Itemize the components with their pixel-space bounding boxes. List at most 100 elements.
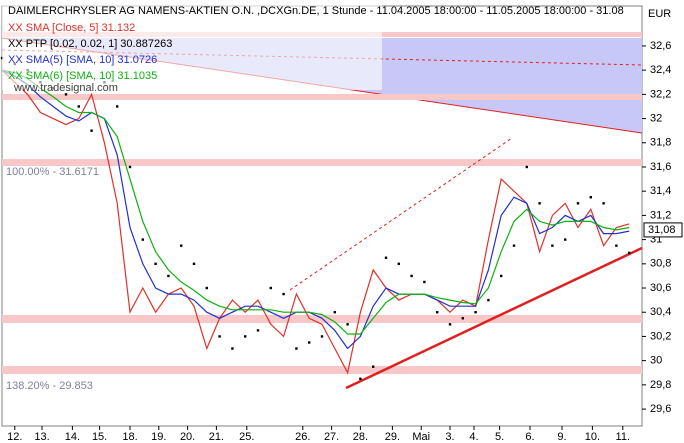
- y-tick-label: 30,8: [650, 258, 671, 270]
- y-tick-label: 29,6: [650, 403, 671, 415]
- sar-dot: [90, 129, 93, 132]
- sar-dot: [397, 262, 400, 266]
- sar-dot: [602, 202, 605, 205]
- x-tick-label: 3.: [445, 431, 454, 443]
- sar-dot: [538, 202, 541, 205]
- x-tick-label: 21.: [209, 431, 224, 443]
- sar-dot: [372, 365, 375, 368]
- series-line: [1, 69, 630, 375]
- x-tick-label: 4.: [469, 431, 478, 443]
- x-tick-label: 10.: [585, 431, 600, 443]
- x-tick-label: 26.: [295, 431, 310, 443]
- sar-dot: [141, 238, 144, 241]
- y-tick-label: 31,2: [650, 209, 671, 221]
- y-tick-label: 30,6: [650, 282, 671, 294]
- x-tick-label: 25.: [239, 431, 254, 443]
- sar-dot: [180, 244, 183, 247]
- chart-title: DAIMLERCHRYSLER AG NAMENS-AKTIEN O.N. ,D…: [8, 5, 624, 17]
- x-tick-label: 12.: [7, 431, 22, 443]
- y-tick-label: 32,6: [650, 40, 671, 52]
- y-tick-label: 30,4: [650, 306, 671, 318]
- x-tick-label: 29.: [385, 431, 400, 443]
- y-tick-label: 31,4: [650, 185, 671, 197]
- sar-dot: [256, 329, 260, 332]
- sar-dot: [192, 262, 196, 266]
- sar-dot: [308, 341, 311, 344]
- x-tick-label: 14.: [65, 431, 80, 443]
- support-line: [345, 246, 643, 390]
- x-tick-label: 20.: [180, 431, 195, 443]
- last-price-label: 31,08: [648, 224, 676, 236]
- y-tick-label: 31,6: [650, 161, 671, 173]
- y-tick-label: 32: [650, 112, 662, 124]
- y-tick-label: 32,2: [650, 88, 671, 100]
- annotation: 100.00% - 31.6171: [6, 166, 99, 178]
- sar-dot: [384, 256, 388, 259]
- sar-dot: [461, 317, 464, 320]
- sar-dot: [500, 274, 503, 278]
- sar-dot: [474, 311, 477, 314]
- sar-dot: [218, 335, 221, 338]
- x-tick-label: 13.: [34, 431, 49, 443]
- sar-dot: [410, 274, 413, 278]
- series-line: [1, 69, 630, 335]
- y-tick-label: 30: [650, 355, 662, 367]
- sar-dot: [423, 280, 426, 284]
- sar-dot: [359, 377, 362, 380]
- sar-dot: [116, 105, 119, 108]
- sar-dot: [333, 311, 336, 314]
- level-band: [2, 159, 642, 166]
- legend-entry: XX SMA [Close, 5] 31.132: [8, 22, 135, 34]
- currency: EUR: [648, 8, 671, 20]
- sar-dot: [436, 311, 439, 314]
- dashed-trend: [289, 137, 513, 291]
- level-band: [2, 366, 642, 374]
- sar-dot: [564, 238, 567, 241]
- last-price-box: [643, 222, 683, 238]
- sar-dot: [64, 93, 68, 96]
- x-tick-label: 27.: [324, 431, 339, 443]
- sar-dot: [320, 335, 324, 338]
- legend-entry: XX SMA(6) [SMA, 10] 31.1035: [8, 70, 157, 82]
- x-tick-label: 19.: [151, 431, 166, 443]
- level-band: [2, 94, 642, 100]
- x-tick-label: 15.: [92, 431, 107, 443]
- sar-dot: [589, 196, 592, 199]
- annotation: 138.20% - 29.853: [6, 380, 93, 392]
- sar-dot: [231, 347, 234, 350]
- legend-entry: XX SMA(5) [SMA, 10] 31.0726: [8, 54, 157, 66]
- sar-dot: [167, 274, 170, 278]
- sar-dot: [205, 286, 208, 290]
- sar-dot: [154, 262, 157, 266]
- sar-dot: [295, 347, 298, 350]
- sar-dot: [551, 244, 554, 247]
- sar-dot: [448, 323, 452, 326]
- sar-dot: [269, 286, 272, 290]
- series-layer: [0, 56, 631, 380]
- sar-dot: [628, 251, 631, 255]
- y-tick-label: 29,8: [650, 379, 671, 391]
- x-tick-label: 6.: [525, 431, 534, 443]
- sar-dot: [525, 165, 528, 169]
- x-tick-label: 11.: [616, 431, 630, 443]
- sar-dot: [346, 323, 349, 326]
- sar-dot: [615, 244, 618, 247]
- sar-dot: [576, 202, 580, 205]
- x-tick-label: 18.: [122, 431, 137, 443]
- legend-entry: XX PTP [0.02, 0.02, 1] 30.887263: [8, 38, 172, 50]
- sar-dot: [512, 244, 516, 247]
- x-tick-label: 28.: [353, 431, 368, 443]
- source: www.tradesignal.com: [13, 82, 118, 94]
- sar-dot: [77, 105, 80, 108]
- legend-box: [2, 4, 382, 90]
- x-tick-label: 5.: [495, 431, 504, 443]
- sar-dot: [128, 165, 132, 169]
- y-tick-label: 31,8: [650, 137, 671, 149]
- y-tick-label: 30,2: [650, 330, 671, 342]
- sar-dot: [282, 292, 285, 296]
- x-tick-label: Mai: [412, 431, 430, 443]
- y-tick-label: 32,4: [650, 64, 671, 76]
- sar-dot: [244, 335, 247, 338]
- sar-dot: [487, 298, 490, 302]
